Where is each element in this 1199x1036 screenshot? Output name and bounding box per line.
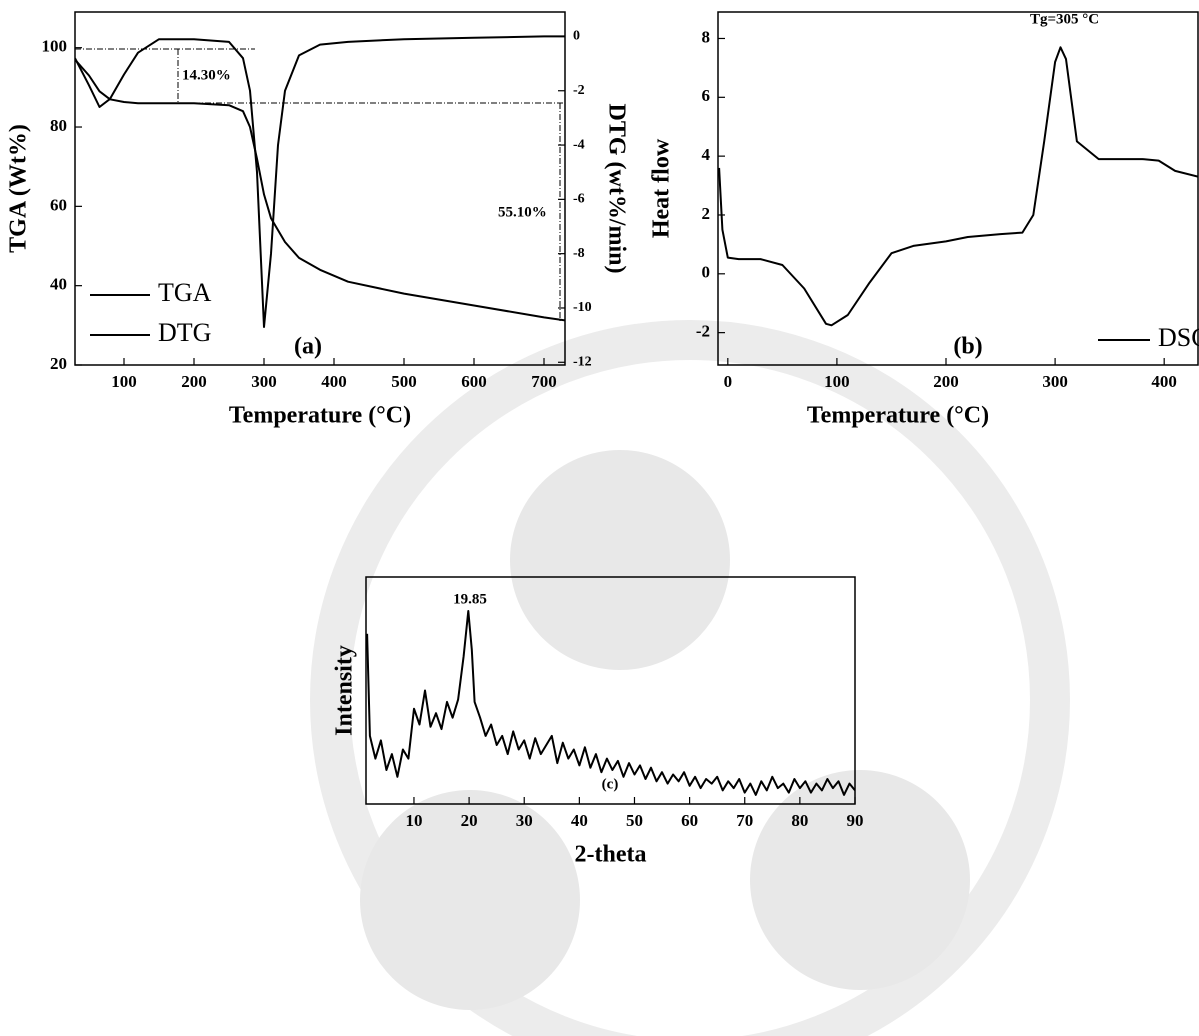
x-tick-label: 300	[1042, 372, 1068, 391]
y-tick-label: 4	[702, 145, 711, 164]
y-tick-label: 40	[50, 275, 67, 294]
y2-tick-label: -4	[573, 137, 585, 152]
y-tick-label: 0	[702, 263, 711, 282]
y-tick-label: 20	[50, 354, 67, 373]
annotation: (b)	[953, 334, 982, 360]
x-tick-label: 40	[571, 811, 588, 830]
y2-tick-label: -2	[573, 83, 585, 98]
annotation: 55.10%	[498, 204, 547, 220]
y-tick-label: -2	[696, 322, 710, 341]
annotation: 19.85	[453, 591, 487, 607]
series-line	[366, 610, 855, 796]
x-tick-label: 200	[933, 372, 959, 391]
x-tick-label: 400	[1151, 372, 1177, 391]
x-tick-label: 300	[251, 372, 277, 391]
y-tick-label: 100	[42, 37, 68, 56]
y-tick-label: 80	[50, 116, 67, 135]
legend-label: DTG	[158, 318, 211, 347]
x-tick-label: 100	[111, 372, 137, 391]
series-line	[718, 46, 1198, 327]
y2-tick-label: -12	[573, 355, 592, 370]
y-tick-label: 2	[702, 204, 711, 223]
y-tick-label: 6	[702, 86, 711, 105]
plot-frame	[717, 11, 1199, 366]
y2-tick-label: 0	[573, 29, 580, 44]
watermark	[310, 320, 1070, 1036]
x-tick-label: 500	[391, 372, 417, 391]
plot-frame	[365, 576, 856, 805]
x-tick-label: 60	[681, 811, 698, 830]
x-tick-label: 50	[626, 811, 643, 830]
annotation: (a)	[294, 334, 322, 360]
y2-tick-label: -6	[573, 192, 585, 207]
x-axis-title: Temperature (°C)	[807, 403, 989, 429]
x-tick-label: 600	[461, 372, 487, 391]
series-line	[75, 35, 565, 328]
annotation: 14.30%	[182, 67, 231, 83]
y2-tick-label: -10	[573, 300, 592, 315]
x-tick-label: 20	[461, 811, 478, 830]
series-line	[75, 58, 565, 322]
x-tick-label: 200	[181, 372, 207, 391]
x-tick-label: 30	[516, 811, 533, 830]
y2-tick-label: -8	[573, 246, 585, 261]
x-tick-label: 80	[791, 811, 808, 830]
x-tick-label: 70	[736, 811, 753, 830]
y-tick-label: 8	[702, 27, 711, 46]
x-tick-label: 700	[531, 372, 557, 391]
y-tick-label: 60	[50, 195, 67, 214]
annotation: Tg=305 °C	[1030, 11, 1099, 27]
x-axis-title: Temperature (°C)	[229, 403, 411, 429]
legend-label: DSC	[1158, 323, 1199, 352]
x-tick-label: 400	[321, 372, 347, 391]
legend-label: TGA	[158, 278, 212, 307]
y-axis-title: Heat flow	[649, 138, 675, 238]
plot-frame	[74, 11, 566, 366]
x-tick-label: 10	[405, 811, 422, 830]
x-axis-title: 2-theta	[575, 842, 647, 868]
annotation-guides	[75, 48, 565, 323]
x-tick-label: 0	[724, 372, 733, 391]
y2-axis-title: DTG (wt%/min)	[603, 104, 629, 274]
y-axis-title: Intensity	[332, 645, 358, 736]
x-tick-label: 100	[824, 372, 850, 391]
x-tick-label: 90	[847, 811, 864, 830]
annotation: (c)	[602, 776, 619, 792]
y-axis-title: TGA (Wt%)	[6, 124, 32, 253]
